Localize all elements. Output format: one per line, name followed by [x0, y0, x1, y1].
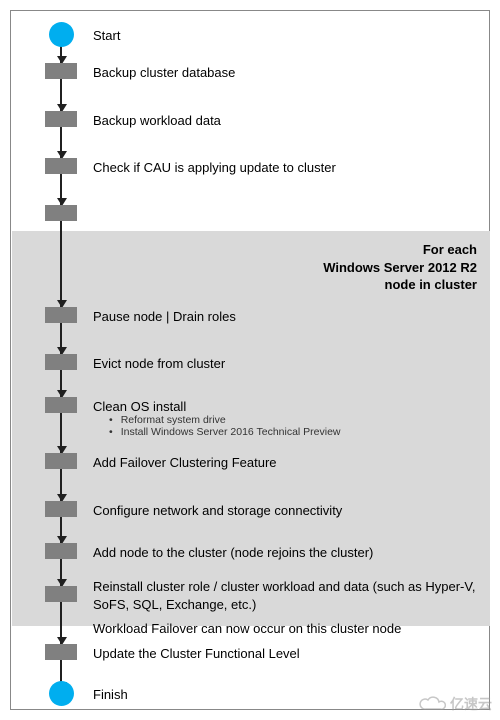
step-box — [45, 354, 77, 370]
clean-os-bullets: Reformat system driveInstall Windows Ser… — [109, 414, 341, 438]
diagram-canvas: For eachWindows Server 2012 R2node in cl… — [0, 0, 500, 720]
step-check-cau: Check if CAU is applying update to clust… — [93, 159, 336, 177]
step-box — [45, 644, 77, 660]
step-backup-db: Backup cluster database — [93, 64, 235, 82]
step-box — [45, 453, 77, 469]
finish-label: Finish — [93, 686, 128, 704]
step-box — [45, 307, 77, 323]
step-evict: Evict node from cluster — [93, 355, 225, 373]
step-clean-os: Clean OS install — [93, 398, 186, 416]
step-update-level: Update the Cluster Functional Level — [93, 645, 300, 663]
loop-panel-label: For eachWindows Server 2012 R2node in cl… — [323, 241, 477, 294]
step-box — [45, 158, 77, 174]
step-box — [45, 586, 77, 602]
diagram-frame: For eachWindows Server 2012 R2node in cl… — [10, 10, 490, 710]
watermark: 亿速云 — [418, 694, 492, 714]
start-label: Start — [93, 27, 120, 45]
start-node — [49, 22, 74, 47]
step-box — [45, 501, 77, 517]
finish-node — [49, 681, 74, 706]
step-box — [45, 543, 77, 559]
step-workload-failover: Workload Failover can now occur on this … — [93, 620, 483, 638]
step-box — [45, 205, 77, 221]
step-add-failover: Add Failover Clustering Feature — [93, 454, 277, 472]
step-backup-workload: Backup workload data — [93, 112, 221, 130]
step-add-node: Add node to the cluster (node rejoins th… — [93, 544, 373, 562]
step-box — [45, 397, 77, 413]
cloud-icon — [418, 695, 446, 713]
step-reinstall: Reinstall cluster role / cluster workloa… — [93, 578, 478, 613]
step-box — [45, 63, 77, 79]
step-pause-drain: Pause node | Drain roles — [93, 308, 236, 326]
watermark-text: 亿速云 — [450, 694, 492, 714]
step-box — [45, 111, 77, 127]
step-configure-net: Configure network and storage connectivi… — [93, 502, 342, 520]
